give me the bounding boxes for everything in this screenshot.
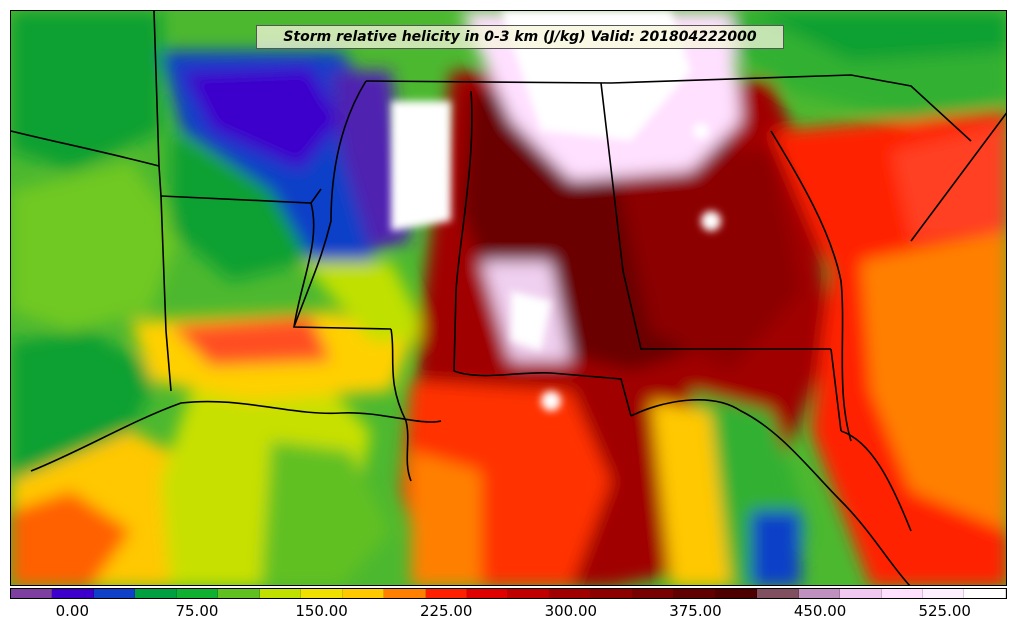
coastline — [30, 400, 442, 472]
colorbar-cell — [135, 589, 177, 598]
colorbar-tick-label: 375.00 — [669, 602, 722, 620]
map-title: Storm relative helicity in 0-3 km (J/kg)… — [256, 25, 784, 49]
colorbar-cell — [922, 589, 965, 598]
colorbar-ticks: 0.00 75.00 150.00 225.00 300.00 375.00 450.00 5… — [10, 600, 1007, 630]
boundary-line — [830, 348, 842, 432]
colorbar-cell — [93, 589, 136, 598]
colorbar-cell — [757, 589, 799, 598]
colorbar-cell — [798, 589, 841, 598]
colorbar — [10, 588, 1007, 599]
colorbar-cell — [632, 589, 675, 598]
colorbar-cell — [384, 589, 426, 598]
colorbar-cell — [342, 589, 385, 598]
colorbar-cell — [11, 589, 53, 598]
colorbar-tick-label: 450.00 — [793, 602, 847, 620]
colorbar-cell — [840, 589, 882, 598]
coastline — [910, 112, 1006, 242]
boundary-line — [453, 90, 473, 372]
colorbar-cell — [425, 589, 467, 598]
boundary-line — [453, 370, 632, 417]
colorbar-cell — [591, 589, 633, 598]
colorbar-cell — [218, 589, 260, 598]
boundary-line — [160, 195, 172, 392]
colorbar-tick-label: 150.00 — [295, 602, 348, 620]
colorbar-cell — [964, 589, 1006, 598]
boundary-line — [293, 80, 367, 328]
boundary-line — [390, 328, 412, 482]
coastline — [630, 399, 911, 585]
colorbar-cell — [674, 589, 716, 598]
colorbar-tick-label: 225.00 — [419, 602, 473, 620]
colorbar-tick-label: 300.00 — [544, 602, 598, 620]
colorbar-tick-label: 525.00 — [918, 602, 971, 620]
boundary-line — [365, 74, 972, 142]
colorbar-cell — [259, 589, 302, 598]
colorbar-cell — [881, 589, 923, 598]
boundary-line — [770, 130, 852, 442]
boundary-line — [293, 202, 392, 330]
coastline — [840, 430, 912, 532]
colorbar-cell — [176, 589, 219, 598]
boundaries — [11, 11, 1006, 585]
map-title-text: Storm relative helicity in 0-3 km (J/kg)… — [283, 29, 757, 45]
colorbar-tick-label: 0.00 — [55, 602, 90, 620]
colorbar-cell — [715, 589, 758, 598]
colorbar-tick-label: 75.00 — [175, 602, 219, 620]
colorbar-cell — [508, 589, 550, 598]
helicity-map: Storm relative helicity in 0-3 km (J/kg)… — [10, 10, 1007, 586]
boundary-line — [11, 130, 160, 167]
colorbar-cell — [301, 589, 343, 598]
colorbar-cell — [466, 589, 509, 598]
boundary-line — [600, 82, 831, 350]
helicity-contours — [11, 11, 1006, 585]
map-canvas — [11, 11, 1006, 585]
colorbar-cell — [52, 589, 94, 598]
colorbar-cell — [549, 589, 592, 598]
